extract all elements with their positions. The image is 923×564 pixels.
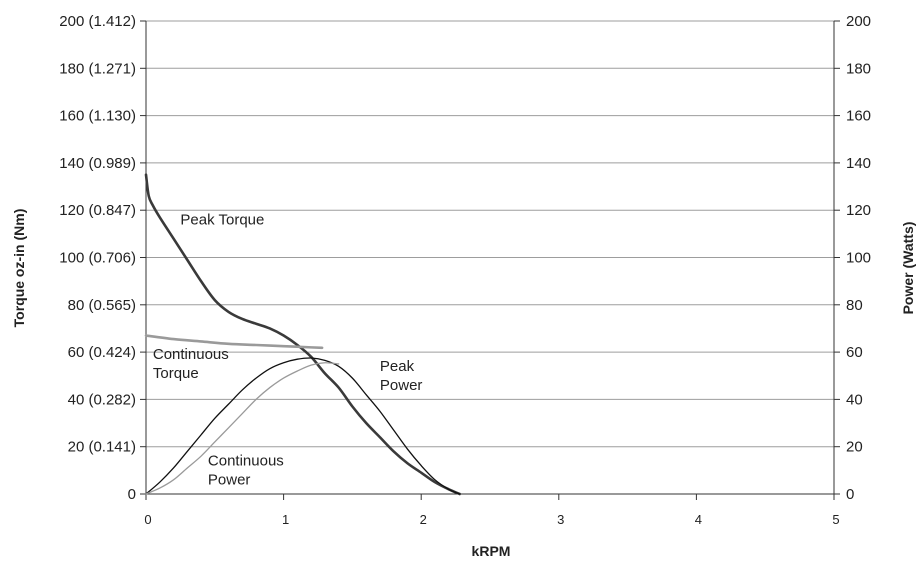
left-tick-label: 0 [128, 486, 136, 503]
x-tick-label: 3 [557, 512, 564, 527]
left-tick-label: 120 (0.847) [59, 202, 136, 219]
annotation-continuous-power: Continuous Power [208, 453, 284, 489]
left-tick-label: 20 (0.141) [68, 439, 136, 456]
left-tick-label: 140 (0.989) [59, 155, 136, 172]
annotation-line: Power [208, 472, 251, 489]
right-tick-label: 80 [846, 297, 863, 314]
x-axis-title: kRPM [472, 543, 511, 559]
right-tick-label: 200 [846, 13, 871, 30]
annotation-line: Peak [380, 358, 415, 375]
x-tick-label: 4 [695, 512, 702, 527]
right-tick-label: 0 [846, 486, 854, 503]
x-tick-label: 5 [832, 512, 839, 527]
annotation-line: Torque [153, 365, 199, 382]
grid-lines [146, 20, 834, 448]
annotation-line: Peak Torque [180, 211, 264, 228]
left-tick-label: 60 (0.424) [68, 344, 136, 361]
right-axis-ticks: 0 20 40 60 80 100 120 140 160 180 200 [846, 13, 871, 503]
annotation-line: Power [380, 377, 423, 394]
annotation-line: Continuous [208, 453, 284, 470]
right-tick-label: 120 [846, 202, 871, 219]
left-axis-ticks: 0 20 (0.141) 40 (0.282) 60 (0.424) 80 (0.565… [59, 13, 136, 503]
left-tick-label: 180 (1.271) [59, 60, 136, 77]
x-tick-label: 2 [420, 512, 427, 527]
left-tick-label: 100 (0.706) [59, 250, 136, 267]
annotation-line: Continuous [153, 346, 229, 363]
x-axis-ticks: 0 1 2 3 4 5 [144, 512, 839, 527]
series-line-peak-torque [144, 173, 462, 496]
axes [140, 20, 840, 500]
series-line-continuous-torque [144, 334, 324, 350]
right-tick-label: 160 [846, 108, 871, 125]
left-tick-label: 200 (1.412) [59, 13, 136, 30]
annotation-peak-torque: Peak Torque [180, 211, 264, 228]
left-axis-title: Torque oz-in (Nm) [11, 209, 27, 328]
right-tick-label: 60 [846, 344, 863, 361]
series-line-continuous-power [145, 362, 340, 495]
right-tick-label: 180 [846, 60, 871, 77]
left-tick-label: 40 (0.282) [68, 391, 136, 408]
left-tick-label: 160 (1.130) [59, 108, 136, 125]
right-tick-label: 140 [846, 155, 871, 172]
right-tick-label: 40 [846, 391, 863, 408]
annotation-peak-power: Peak Power [380, 358, 423, 394]
right-tick-label: 100 [846, 250, 871, 267]
series-group [144, 173, 462, 496]
x-tick-label: 1 [282, 512, 289, 527]
right-tick-label: 20 [846, 439, 863, 456]
series-line-peak-power [145, 357, 461, 495]
right-axis-title: Power (Watts) [900, 222, 916, 315]
annotation-continuous-torque: Continuous Torque [153, 346, 229, 382]
x-tick-label: 0 [144, 512, 151, 527]
left-tick-label: 80 (0.565) [68, 297, 136, 314]
